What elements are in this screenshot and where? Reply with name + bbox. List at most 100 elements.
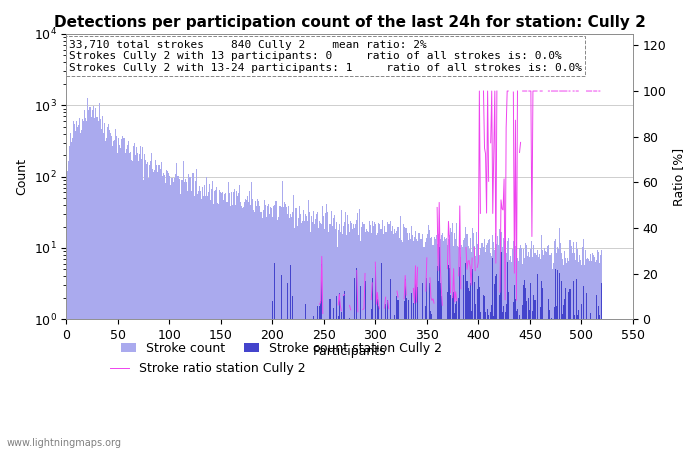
Bar xyxy=(122,136,123,450)
Bar xyxy=(453,246,454,450)
Bar xyxy=(551,253,552,450)
Bar xyxy=(210,200,211,450)
Bar xyxy=(461,245,463,450)
Bar xyxy=(148,178,149,450)
Bar xyxy=(205,196,206,450)
Bar xyxy=(531,241,533,450)
Bar xyxy=(562,259,564,450)
Bar xyxy=(346,235,347,450)
Bar xyxy=(407,234,408,450)
Bar xyxy=(456,301,457,450)
Bar xyxy=(150,162,151,450)
Bar xyxy=(293,195,295,450)
Bar xyxy=(593,255,594,450)
Bar xyxy=(538,254,540,450)
Bar xyxy=(339,224,340,450)
Bar xyxy=(100,119,101,450)
Bar xyxy=(511,320,512,450)
Bar xyxy=(127,141,129,450)
Bar xyxy=(113,141,114,450)
Bar xyxy=(357,213,358,450)
Bar xyxy=(245,199,246,450)
Bar xyxy=(481,243,482,450)
Bar xyxy=(349,232,350,450)
Bar xyxy=(109,130,110,450)
Bar xyxy=(496,274,498,450)
Bar xyxy=(411,293,412,450)
Bar xyxy=(522,264,523,450)
Bar xyxy=(417,241,418,450)
Bar xyxy=(94,108,96,450)
Bar xyxy=(447,292,448,450)
Bar xyxy=(340,320,341,450)
Bar xyxy=(389,225,391,450)
Bar xyxy=(589,261,590,450)
Bar xyxy=(193,196,195,450)
Bar xyxy=(478,276,479,450)
Bar xyxy=(129,153,130,450)
Bar xyxy=(118,138,120,450)
Bar xyxy=(281,274,282,450)
Bar xyxy=(513,302,514,450)
Bar xyxy=(420,239,421,450)
Bar xyxy=(246,200,247,450)
Bar xyxy=(168,174,169,450)
Bar xyxy=(579,255,580,450)
Bar xyxy=(526,301,527,450)
Bar xyxy=(593,320,594,450)
Bar xyxy=(133,146,134,450)
Bar xyxy=(424,247,426,450)
Bar xyxy=(249,191,250,450)
Bar xyxy=(395,233,396,450)
Bar xyxy=(238,193,239,450)
Bar xyxy=(208,193,209,450)
Bar xyxy=(86,121,88,450)
Bar xyxy=(244,202,245,450)
Bar xyxy=(507,261,508,450)
Bar xyxy=(202,187,203,450)
Bar xyxy=(276,201,277,450)
Bar xyxy=(525,288,526,450)
Bar xyxy=(138,162,139,450)
Bar xyxy=(289,218,290,450)
Bar xyxy=(410,239,411,450)
Bar xyxy=(121,139,122,450)
Bar xyxy=(275,201,276,450)
Bar xyxy=(489,238,490,450)
Bar xyxy=(277,220,278,450)
Bar xyxy=(488,315,489,450)
Bar xyxy=(99,103,100,450)
Bar xyxy=(139,154,140,450)
Bar xyxy=(559,228,560,450)
Bar xyxy=(317,306,318,450)
Bar xyxy=(213,204,214,450)
Bar xyxy=(302,210,304,450)
Bar xyxy=(533,295,535,450)
Bar xyxy=(590,313,591,450)
Bar xyxy=(470,252,472,450)
Bar xyxy=(151,153,153,450)
Bar xyxy=(474,246,475,450)
Bar xyxy=(105,141,106,450)
Bar xyxy=(169,176,170,450)
Stroke ratio station Cully 2 xyxy=(561,88,570,94)
Bar xyxy=(508,238,509,450)
Bar xyxy=(426,279,427,450)
Bar xyxy=(494,251,496,450)
X-axis label: Participants: Participants xyxy=(313,345,386,358)
Bar xyxy=(204,185,205,450)
Bar xyxy=(406,298,407,450)
Bar xyxy=(505,253,507,450)
Bar xyxy=(430,238,431,450)
Bar xyxy=(273,206,274,450)
Bar xyxy=(378,223,379,450)
Bar xyxy=(201,199,202,450)
Bar xyxy=(596,295,597,450)
Bar xyxy=(241,206,242,450)
Bar xyxy=(446,238,447,450)
Bar xyxy=(459,267,461,450)
Bar xyxy=(552,269,553,450)
Bar xyxy=(522,305,523,450)
Bar xyxy=(426,238,427,450)
Bar xyxy=(568,292,570,450)
